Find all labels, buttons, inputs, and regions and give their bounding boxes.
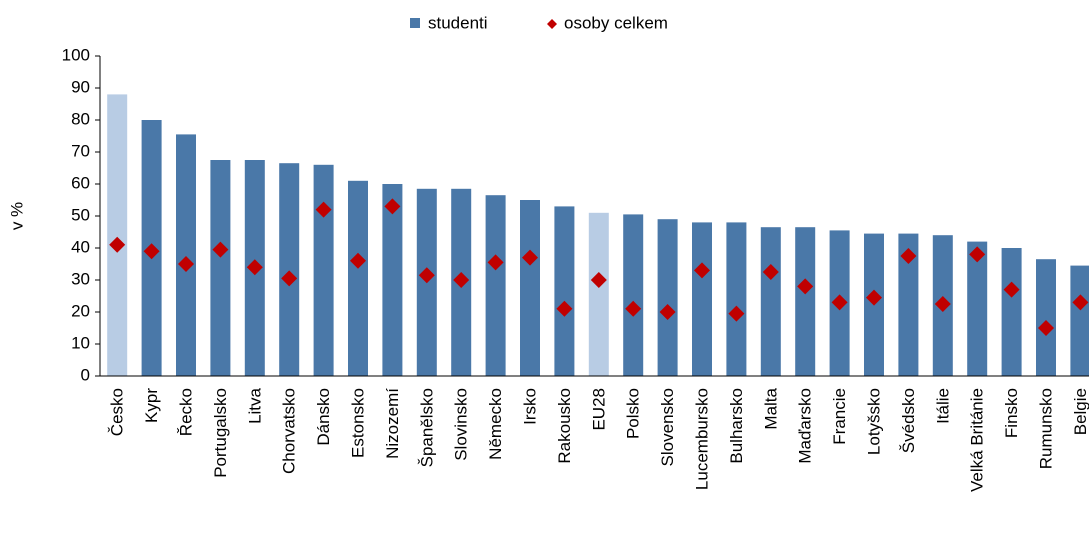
legend-label: osoby celkem xyxy=(564,13,668,32)
bar xyxy=(554,206,575,376)
y-tick-label: 90 xyxy=(71,77,90,96)
x-tick-label: Portugalsko xyxy=(211,388,230,478)
x-tick-label: Litva xyxy=(245,387,264,423)
marker xyxy=(109,236,126,253)
marker xyxy=(453,272,470,288)
x-tick-label: Slovensko xyxy=(658,388,677,466)
bar xyxy=(348,180,368,376)
x-tick-label: Belgie xyxy=(1071,388,1089,435)
marker xyxy=(762,264,779,280)
y-tick-label: 70 xyxy=(71,141,90,160)
x-tick-label: EU28 xyxy=(589,388,608,431)
marker xyxy=(418,267,435,284)
x-tick-label: Chorvatsko xyxy=(280,388,299,474)
x-tick-label: Polsko xyxy=(624,388,643,439)
marker xyxy=(178,256,194,272)
bar xyxy=(898,233,919,376)
x-tick-label: Maďarsko xyxy=(796,388,815,464)
x-tick-label: Irsko xyxy=(520,388,539,425)
y-tick-label: 50 xyxy=(71,205,90,224)
marker xyxy=(969,246,986,263)
x-tick-label: Nizozemí xyxy=(383,388,402,459)
x-tick-label: Rumunsko xyxy=(1036,388,1055,469)
bar xyxy=(795,227,816,376)
bar xyxy=(760,227,781,376)
bar xyxy=(726,222,747,376)
marker xyxy=(590,272,607,288)
y-tick-label: 20 xyxy=(71,301,90,320)
marker xyxy=(625,300,642,317)
marker xyxy=(556,300,573,317)
marker xyxy=(659,304,676,320)
bar xyxy=(382,184,403,376)
marker xyxy=(1038,320,1054,336)
legend-label: studenti xyxy=(428,13,488,32)
marker xyxy=(522,249,538,266)
bar xyxy=(657,219,678,376)
bar xyxy=(485,195,506,376)
y-tick-label: 0 xyxy=(81,365,90,384)
marker xyxy=(384,198,401,215)
x-tick-label: Španělsko xyxy=(417,388,436,467)
bar xyxy=(520,200,540,376)
bar xyxy=(623,214,644,376)
x-tick-label: Česko xyxy=(108,388,127,436)
marker xyxy=(315,201,332,218)
y-tick-label: 100 xyxy=(62,45,90,64)
x-tick-label: Řecko xyxy=(176,388,195,436)
marker xyxy=(1072,294,1089,311)
marker xyxy=(797,278,814,295)
y-tick-label: 10 xyxy=(71,333,90,352)
bar xyxy=(279,163,300,376)
y-tick-label: 40 xyxy=(71,237,90,256)
bar xyxy=(967,241,988,376)
marker xyxy=(866,289,882,306)
bar xyxy=(176,134,196,376)
legend-swatch xyxy=(547,19,557,29)
x-tick-label: Německo xyxy=(486,388,505,460)
bar xyxy=(1001,248,1022,376)
bar xyxy=(210,160,231,376)
marker xyxy=(694,262,710,279)
x-tick-label: Lucembursko xyxy=(692,388,711,490)
x-tick-label: Malta xyxy=(761,387,780,429)
marker xyxy=(1003,281,1020,298)
bar xyxy=(588,212,609,376)
x-tick-label: Finsko xyxy=(1002,388,1021,438)
marker xyxy=(212,241,229,258)
x-tick-label: Rakousko xyxy=(555,388,574,464)
y-tick-label: 60 xyxy=(71,173,90,192)
x-tick-label: Itálie xyxy=(933,388,952,424)
marker xyxy=(831,294,848,311)
marker xyxy=(934,296,951,312)
x-tick-label: Kypr xyxy=(142,388,161,423)
x-tick-label: Francie xyxy=(830,388,849,445)
x-tick-label: Velká Británie xyxy=(968,388,987,492)
y-tick-label: 30 xyxy=(71,269,90,288)
marker xyxy=(900,248,917,264)
y-tick-label: 80 xyxy=(71,109,90,128)
marker xyxy=(728,305,745,322)
x-tick-label: Lotyšsko xyxy=(864,388,883,455)
bar xyxy=(1036,259,1056,376)
bar xyxy=(692,222,712,376)
bar xyxy=(107,94,128,377)
bar xyxy=(1070,265,1089,376)
bar xyxy=(313,164,334,376)
marker xyxy=(350,252,366,269)
marker xyxy=(246,259,263,276)
y-axis-label: v % xyxy=(7,202,26,230)
x-tick-label: Slovinsko xyxy=(452,388,471,461)
x-tick-label: Bulharsko xyxy=(727,388,746,464)
marker xyxy=(281,270,298,287)
marker xyxy=(487,254,504,271)
marker xyxy=(143,243,160,260)
x-tick-label: Estonsko xyxy=(348,388,367,458)
x-tick-label: Dánsko xyxy=(314,388,333,446)
legend-swatch xyxy=(410,18,420,28)
x-tick-label: Švédsko xyxy=(899,388,918,453)
